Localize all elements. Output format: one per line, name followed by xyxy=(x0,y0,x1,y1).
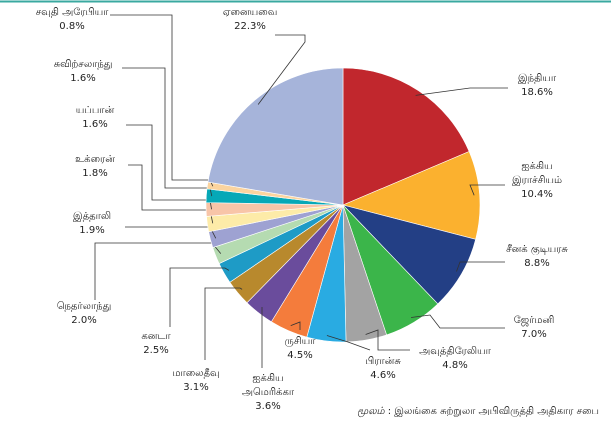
slice-label: சீனக் குடியரசு xyxy=(506,244,568,255)
slice-value-label: 3.1% xyxy=(183,382,209,393)
slice-label: ஏனையவை xyxy=(222,7,278,18)
slice-label: மாலைதீவு xyxy=(172,368,220,379)
leader-line xyxy=(125,226,217,239)
slice-value-label: 2.5% xyxy=(143,345,169,356)
leader-line xyxy=(204,287,243,360)
leader-line xyxy=(169,267,230,327)
slice-label: யப்பான் xyxy=(75,105,115,116)
slice-value-label: 10.4% xyxy=(521,189,553,200)
leader-line xyxy=(110,14,214,187)
source-label: மூலம் xyxy=(357,406,385,417)
slice-value-label: 22.3% xyxy=(234,21,266,32)
slice-value-label: 1.8% xyxy=(82,168,108,179)
slice-value-label: 3.6% xyxy=(255,401,281,412)
slice-label: ஐக்கிய இராச்சியம் xyxy=(511,161,563,186)
leader-line xyxy=(415,87,508,96)
slice-value-label: 8.8% xyxy=(524,258,550,269)
slice-label: அவுத்திரேலியா xyxy=(419,346,491,357)
slice-value-label: 2.0% xyxy=(71,315,97,326)
leader-line xyxy=(456,261,505,272)
slice-value-label: 0.8% xyxy=(59,21,85,32)
leader-line xyxy=(122,67,213,197)
slice-label: நெதர்லாந்து xyxy=(56,301,112,312)
slice-label: சுவிற்சலாந்து xyxy=(53,59,113,70)
slice-label: இத்தாலி xyxy=(72,211,112,222)
leader-line xyxy=(365,329,410,351)
pie-slice xyxy=(342,67,470,206)
leader-line xyxy=(94,242,222,300)
source-text: : இலங்கை சுற்றுலா அபிவிருத்தி அதிகார சபை xyxy=(387,406,599,417)
leader-line xyxy=(469,184,505,196)
slice-value-label: 18.6% xyxy=(521,87,553,98)
slice-value-label: 4.8% xyxy=(442,360,468,371)
slice-label: சவுதி அரேபியா xyxy=(35,7,109,18)
slice-value-label: 4.6% xyxy=(370,370,396,381)
slice-label: பிரான்சு xyxy=(365,356,401,367)
leader-line xyxy=(326,335,371,351)
leader-line xyxy=(411,314,505,329)
leader-line xyxy=(290,321,301,330)
leader-line xyxy=(126,124,212,210)
leader-line xyxy=(257,34,306,105)
pie-slice xyxy=(207,67,344,206)
slice-label: இந்தியா xyxy=(517,73,557,84)
source: மூலம் : இலங்கை சுற்றுலா அபிவிருத்தி அதிக… xyxy=(357,406,599,418)
slice-value-label: 1.9% xyxy=(79,225,105,236)
leader-line xyxy=(128,164,214,224)
slice-label: ஐக்கிய அமெரிக்கா xyxy=(241,373,295,398)
slice-value-label: 1.6% xyxy=(70,73,96,84)
slice-label: ஜேர்மனி xyxy=(513,315,555,326)
slice-value-label: 4.5% xyxy=(287,350,313,361)
slice-label: கனடா xyxy=(141,331,171,342)
pie-slice xyxy=(342,151,481,240)
slice-label: ருசியா xyxy=(284,336,316,347)
slice-value-label: 7.0% xyxy=(521,329,547,340)
slice-value-label: 1.6% xyxy=(82,119,108,130)
slice-label: உக்ரைன் xyxy=(75,154,115,165)
